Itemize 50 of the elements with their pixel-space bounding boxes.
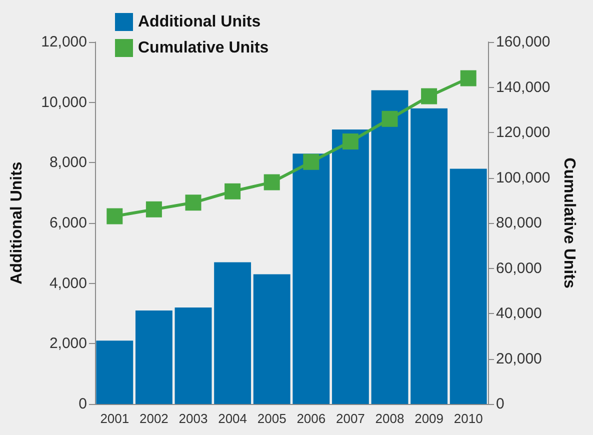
y2-tick-label: 160,000 [496, 34, 550, 50]
x-tick-label: 2001 [100, 411, 130, 426]
y2-tick-label: 100,000 [496, 169, 550, 186]
bar [371, 90, 408, 404]
point [264, 174, 280, 190]
y-tick-label: 2,000 [49, 335, 87, 352]
y-tick-label: 12,000 [41, 34, 87, 50]
y2-tick-label: 20,000 [496, 350, 542, 368]
bar [174, 307, 212, 404]
y2-tick-label: 140,000 [496, 78, 550, 96]
point [382, 110, 398, 127]
y2-tick-label: 60,000 [496, 260, 542, 277]
bar [135, 310, 172, 404]
y-tick-label: 10,000 [41, 94, 87, 111]
point [146, 201, 162, 218]
y2-tick-label: 40,000 [496, 305, 542, 322]
y-axis-title: Additional Units [8, 162, 26, 284]
y2-tick-label: 120,000 [496, 124, 550, 141]
x-tick-label: 2007 [336, 411, 365, 426]
point [342, 134, 358, 150]
legend-label: Cumulative Units [138, 40, 269, 56]
y-tick-label: 0 [78, 396, 87, 412]
x-tick-label: 2006 [296, 411, 326, 426]
legend-label: Additional Units [138, 14, 261, 30]
point [303, 154, 320, 170]
y-tick-label: 6,000 [49, 214, 87, 232]
bar [253, 274, 290, 404]
x-tick-label: 2010 [454, 411, 483, 426]
x-tick-label: 2005 [257, 411, 286, 426]
x-tick-label: 2004 [218, 411, 248, 426]
bar [214, 262, 252, 404]
x-tick-label: 2009 [414, 411, 444, 426]
x-tick-label: 2002 [139, 411, 168, 426]
point [460, 70, 476, 86]
bar [450, 168, 487, 404]
y-tick-label: 8,000 [49, 154, 87, 172]
x-tick-label: 2003 [178, 411, 208, 426]
bar [332, 129, 369, 404]
bar [410, 108, 448, 404]
bar [292, 154, 330, 404]
y2-tick-label: 0 [496, 396, 504, 412]
y2-axis-title: Cumulative Units [560, 158, 578, 288]
y-tick-label: 4,000 [49, 274, 87, 292]
y2-tick-label: 80,000 [496, 214, 542, 232]
bar [96, 340, 134, 404]
point [224, 183, 241, 200]
point [185, 194, 202, 211]
x-tick-label: 2008 [375, 411, 404, 426]
point [421, 88, 438, 104]
point [106, 208, 123, 224]
